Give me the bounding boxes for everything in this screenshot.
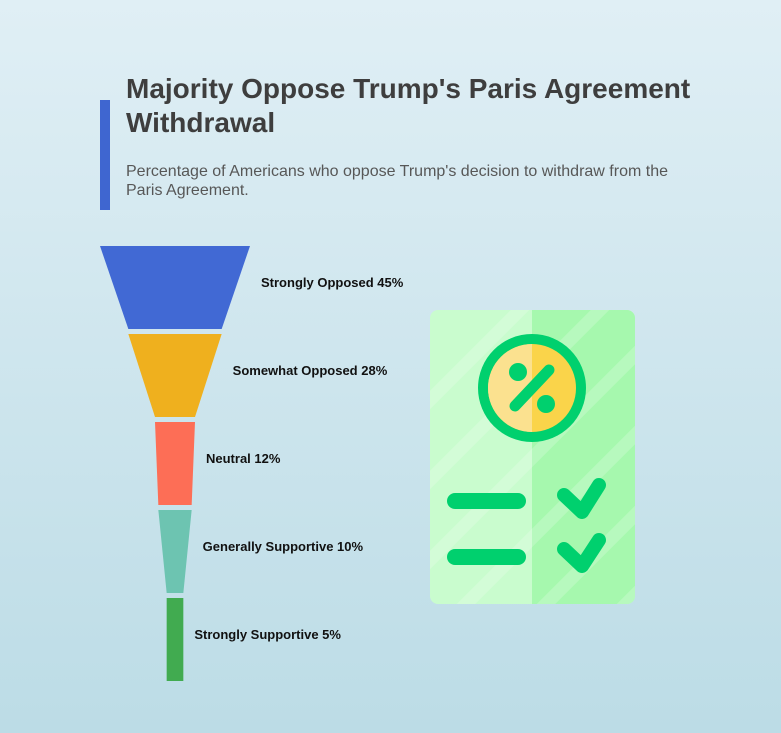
funnel-label-4: Generally Supportive 10% bbox=[203, 539, 364, 554]
percent-badge-icon bbox=[478, 334, 586, 442]
check-icon-1 bbox=[557, 478, 606, 519]
funnel-label-2: Somewhat Opposed 28% bbox=[233, 363, 388, 378]
page-subtitle: Percentage of Americans who oppose Trump… bbox=[126, 163, 668, 199]
funnel-segment-4 bbox=[158, 510, 192, 593]
funnel-segment-3 bbox=[155, 422, 195, 505]
title-accent-bar bbox=[100, 100, 110, 210]
funnel-segment-5 bbox=[166, 598, 184, 681]
funnel-segment-2 bbox=[128, 334, 222, 417]
funnel-label-3: Neutral 12% bbox=[206, 451, 281, 466]
funnel-segment-1 bbox=[100, 246, 250, 329]
funnel-label-5: Strongly Supportive 5% bbox=[194, 627, 341, 642]
survey-document-icon bbox=[430, 310, 635, 604]
check-icon-2 bbox=[557, 533, 606, 573]
page-title: Majority Oppose Trump's Paris Agreement … bbox=[126, 73, 691, 138]
funnel-label-1: Strongly Opposed 45% bbox=[261, 275, 404, 290]
